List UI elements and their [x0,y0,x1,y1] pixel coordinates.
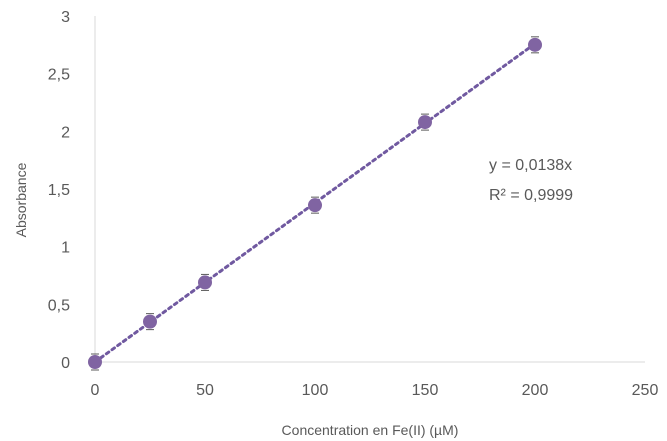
y-tick-labels: 0 0,5 1 1,5 2 2,5 3 [48,9,70,372]
x-tick-labels: 0 50 100 150 200 250 [91,382,659,399]
x-tick-label: 200 [522,382,549,399]
y-tick-label: 1,5 [48,182,70,199]
y-tick-label: 3 [61,9,70,26]
y-tick-label: 1 [61,240,70,257]
data-points [88,36,542,371]
x-tick-label: 0 [91,382,100,399]
data-point [528,37,542,52]
data-point [308,198,322,213]
equation-label: y = 0,0138x [489,157,572,174]
y-axis-title: Absorbance [13,162,29,237]
data-point [418,115,432,130]
axes [94,16,645,363]
r-squared-label: R² = 0,9999 [489,187,573,204]
x-tick-label: 150 [412,382,439,399]
x-tick-label: 250 [632,382,659,399]
data-point [143,314,157,329]
data-point [88,355,102,369]
x-tick-label: 50 [196,382,214,399]
y-tick-label: 2,5 [48,67,70,84]
data-point [198,275,212,290]
y-tick-label: 0 [61,355,70,372]
y-tick-label: 0,5 [48,297,70,314]
y-tick-label: 2 [61,124,70,141]
x-axis-title: Concentration en Fe(II) (µM) [282,422,459,438]
x-tick-label: 100 [302,382,329,399]
